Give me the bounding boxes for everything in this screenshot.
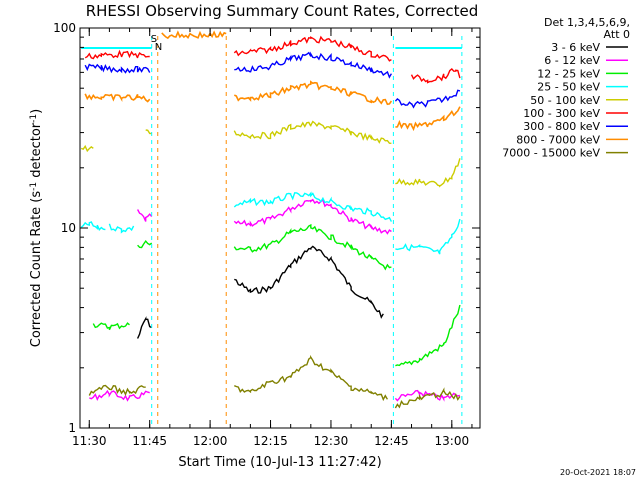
legend-entry-label: 25 - 50 keV [537, 81, 600, 94]
y-axis-label: Corrected Count Rate (s-1 detector-1) [29, 109, 44, 347]
x-tick-label: 12:00 [193, 434, 228, 448]
series-trace-segment [137, 239, 153, 249]
legend-entry-label: 6 - 12 keV [544, 54, 600, 67]
series-trace-segment [161, 30, 227, 40]
series-100-300-keVkev-trace [84, 35, 461, 84]
series-6-12-keVkev-trace [89, 198, 461, 402]
chart-title: RHESSI Observing Summary Count Rates, Co… [86, 2, 479, 20]
series-trace-segment [89, 389, 150, 402]
legend-title-line: Att 0 [604, 28, 630, 41]
legend-entry-label: 7000 - 15000 keV [502, 147, 600, 160]
legend-entry-label: 12 - 25 keV [537, 67, 600, 80]
marker-label-s: S [151, 34, 157, 45]
x-tick-label: 13:00 [435, 434, 470, 448]
series-trace-segment [233, 120, 392, 144]
series-trace-segment [233, 35, 392, 62]
series-trace-segment [395, 304, 461, 367]
series-trace-segment [395, 218, 461, 255]
series-trace-segment [145, 129, 152, 135]
series-3-6-keVkev-trace [136, 245, 384, 339]
legend-entry-label: 50 - 100 keV [530, 94, 600, 107]
plot-area: SN [80, 30, 463, 428]
legend-title-line: Det 1,3,4,5,6,9, [544, 16, 630, 29]
marker-label-n: N [155, 42, 162, 53]
legend-entry-label: 3 - 6 keV [551, 41, 600, 54]
series-trace-segment [84, 93, 151, 103]
plot-frame [79, 27, 481, 429]
x-tick-label: 12:15 [253, 434, 288, 448]
x-tick-label: 11:30 [72, 434, 107, 448]
series-50-100-keVkev-trace [80, 120, 461, 188]
series-trace-segment [80, 144, 94, 153]
series-trace-segment [234, 354, 389, 402]
series-trace-segment [394, 387, 461, 409]
series-300-800-keVkev-trace [84, 51, 461, 109]
series-trace-segment [233, 191, 393, 222]
series-12-25-keVkev-trace [92, 223, 461, 367]
y-tick-label: 1 [68, 421, 76, 435]
x-axis-label: Start Time (10-Jul-13 11:27:42) [178, 455, 381, 470]
x-tick-label: 12:30 [314, 434, 349, 448]
series-25-50-keVkev-trace [80, 191, 461, 255]
series-trace-segment [233, 80, 393, 106]
series-trace-segment [233, 223, 392, 271]
y-tick-label: 100 [53, 21, 76, 35]
x-tick-label: 12:45 [374, 434, 409, 448]
series-trace-segment [136, 209, 153, 222]
series-trace-segment [136, 316, 152, 339]
axes: 1 10 100 11:30 11:45 12:00 12:15 12:30 12:45 13:0… [53, 21, 481, 448]
series-trace-segment [234, 245, 384, 319]
series-trace-segment [84, 49, 150, 60]
series-800-7000-keVkev-trace [84, 30, 461, 132]
series-trace-segment [108, 223, 135, 234]
series-trace-segment [234, 51, 393, 79]
series-trace-segment [80, 221, 106, 231]
series-trace-segment [233, 198, 392, 235]
series-trace-segment [84, 63, 151, 74]
legend-entry-label: 300 - 800 keV [523, 120, 600, 133]
legend-title: Det 1,3,4,5,6,9, Att 0 [544, 16, 630, 41]
series-trace-segment [410, 68, 461, 84]
legend-entry-label: 100 - 300 keV [523, 107, 600, 120]
series-7000-15000-keVkev-trace [88, 354, 461, 409]
series-trace-segment [88, 384, 146, 397]
series-trace-segment [394, 89, 461, 109]
series-trace-segment [395, 158, 461, 188]
timestamp: 20-Oct-2021 18:07 [560, 468, 636, 477]
x-tick-label: 11:45 [132, 434, 167, 448]
y-tick-label: 10 [61, 221, 76, 235]
legend-entry-label: 800 - 7000 keV [516, 133, 600, 146]
series-trace-segment [395, 106, 461, 132]
series-trace-segment [92, 322, 130, 331]
